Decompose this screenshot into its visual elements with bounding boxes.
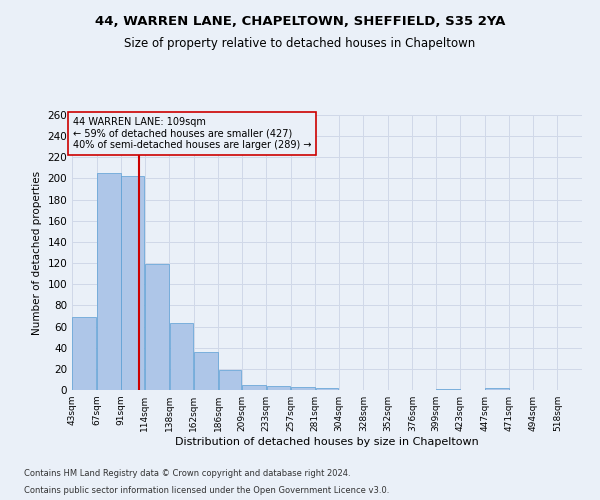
Y-axis label: Number of detached properties: Number of detached properties	[32, 170, 42, 334]
Bar	[73, 317, 96, 390]
Text: Size of property relative to detached houses in Chapeltown: Size of property relative to detached ho…	[124, 38, 476, 51]
Bar	[291, 387, 315, 390]
Text: Contains HM Land Registry data © Crown copyright and database right 2024.: Contains HM Land Registry data © Crown c…	[24, 468, 350, 477]
Text: 44, WARREN LANE, CHAPELTOWN, SHEFFIELD, S35 2YA: 44, WARREN LANE, CHAPELTOWN, SHEFFIELD, …	[95, 15, 505, 28]
Bar	[218, 370, 241, 390]
Text: 44 WARREN LANE: 109sqm
← 59% of detached houses are smaller (427)
40% of semi-de: 44 WARREN LANE: 109sqm ← 59% of detached…	[73, 117, 311, 150]
Bar	[485, 388, 509, 390]
Bar	[145, 264, 169, 390]
Bar	[316, 388, 338, 390]
Bar	[97, 173, 121, 390]
Bar	[436, 389, 460, 390]
Bar	[266, 386, 290, 390]
X-axis label: Distribution of detached houses by size in Chapeltown: Distribution of detached houses by size …	[175, 437, 479, 447]
Bar	[170, 324, 193, 390]
Bar	[242, 384, 266, 390]
Bar	[194, 352, 218, 390]
Text: Contains public sector information licensed under the Open Government Licence v3: Contains public sector information licen…	[24, 486, 389, 495]
Bar	[121, 176, 144, 390]
